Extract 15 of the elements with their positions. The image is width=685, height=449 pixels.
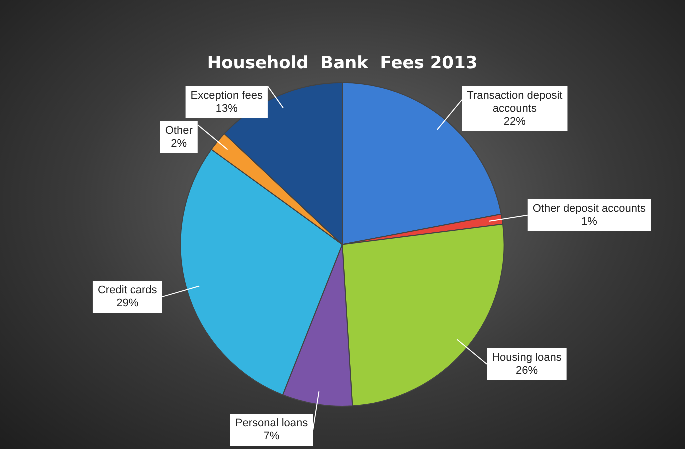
slice-label: Personal loans	[235, 418, 309, 430]
slice-label: Other deposit accounts	[532, 202, 646, 215]
slice-label: Transaction deposit accounts	[467, 90, 563, 115]
data-label: 1%	[581, 216, 598, 228]
slice-label: Credit cards	[98, 284, 158, 297]
slice-label: Other	[165, 124, 194, 137]
data-label: 7%	[264, 430, 280, 443]
data-label: 26%	[516, 364, 538, 377]
data-label: 22%	[504, 116, 526, 128]
data-label: 2%	[171, 138, 188, 150]
chart-title: Household Bank Fees 2013	[207, 54, 478, 74]
slice-label: Housing loans	[492, 352, 562, 364]
data-label: 29%	[116, 298, 139, 310]
slice-label: Exception fees	[190, 90, 264, 102]
data-label: 13%	[216, 102, 238, 115]
